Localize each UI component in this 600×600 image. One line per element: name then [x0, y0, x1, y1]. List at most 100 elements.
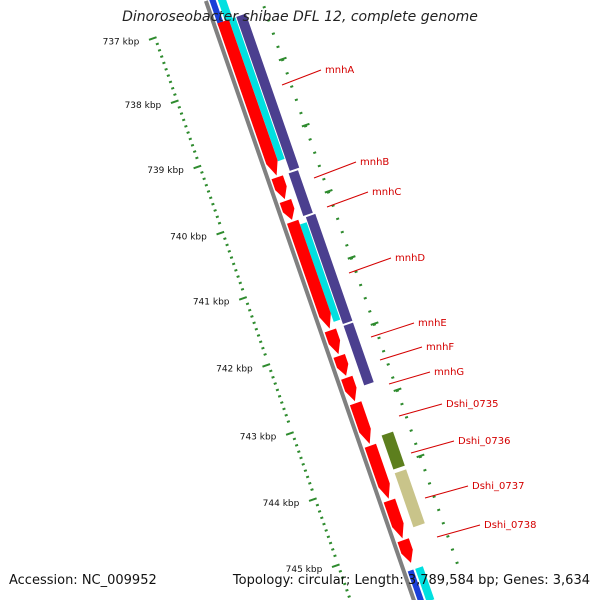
ruler-minor-tick	[200, 171, 204, 174]
scale-dot	[368, 310, 372, 313]
ruler-minor-tick	[245, 302, 250, 306]
strand-blue-top	[209, 0, 225, 27]
scale-dot	[312, 151, 317, 155]
gene-label-mnhF: mnhF	[426, 342, 454, 353]
ruler-major-tick	[262, 363, 271, 368]
scale-dot	[271, 32, 276, 36]
scale-dot	[285, 71, 289, 75]
ruler-label: 743 kbp	[240, 433, 277, 443]
ruler-minor-tick	[342, 582, 347, 586]
ruler-minor-tick	[225, 243, 229, 247]
scale-dot	[377, 336, 381, 340]
cog-track-cyan-2	[299, 222, 341, 322]
cds-arrow-Dshi_0736	[364, 443, 390, 499]
ruler-minor-tick	[292, 437, 297, 441]
scale-dot	[308, 138, 312, 141]
ruler-minor-tick	[211, 202, 215, 206]
ruler-major-tick	[238, 296, 248, 301]
cds-arrow-mnhC	[279, 199, 295, 220]
ruler-minor-tick	[252, 321, 256, 325]
ruler-minor-tick	[213, 209, 217, 212]
scale-dot	[322, 177, 326, 181]
ruler-minor-tick	[333, 554, 337, 558]
ruler-minor-tick	[271, 375, 275, 379]
ruler-minor-tick	[181, 118, 186, 122]
scale-major-tick	[416, 453, 425, 459]
strand-blue-bottom	[407, 569, 424, 600]
ruler-minor-tick	[320, 516, 324, 520]
scale-major-tick	[301, 122, 310, 128]
ruler-minor-tick	[202, 177, 206, 181]
ruler-major-tick	[148, 36, 157, 41]
scale-major-tick	[393, 387, 402, 392]
strand-cyan-top	[217, 0, 234, 24]
scale-major-tick	[278, 56, 287, 62]
label-layer: mnhA mnhB mnhC mnhD mnhE mnhF mnhG Dshi_0735 Dsh…	[281, 65, 536, 538]
ruler-label: 745 kbp	[286, 565, 323, 575]
scale-dot	[317, 164, 322, 168]
ruler-minor-tick	[280, 401, 284, 405]
cds-arrow-mnhA	[217, 19, 278, 176]
gene-label-mnhE: mnhE	[418, 318, 447, 329]
ruler-minor-tick	[236, 275, 240, 279]
ruler-minor-tick	[177, 105, 182, 109]
ruler-minor-tick	[322, 522, 326, 526]
ruler-minor-tick	[310, 488, 314, 492]
ruler-minor-tick	[162, 61, 166, 65]
leader-line	[326, 191, 369, 208]
ruler-label: 740 kbp	[170, 232, 207, 242]
ruler-major-tick	[285, 431, 294, 436]
scale-dot	[276, 45, 280, 49]
ruler-label: 741 kbp	[193, 298, 230, 308]
gene-layer	[217, 19, 413, 563]
ruler-label: 738 kbp	[125, 101, 162, 111]
leader-line	[388, 371, 431, 385]
scale-dot	[446, 534, 450, 538]
ruler-minor-tick	[254, 327, 259, 331]
ruler-minor-tick	[195, 156, 199, 160]
ruler-major-tick	[216, 230, 225, 236]
scale-dot	[400, 402, 404, 406]
scale-dot	[335, 217, 340, 221]
cds-arrow-Dshi_0735	[349, 401, 371, 444]
ruler-minor-tick	[173, 93, 177, 97]
cds-arrow-mnhB	[271, 175, 287, 200]
ruler-minor-tick	[305, 475, 310, 479]
scale-dot	[391, 376, 395, 380]
ruler-label: 742 kbp	[216, 365, 253, 375]
ruler-minor-tick	[347, 595, 351, 599]
ruler-minor-tick	[206, 190, 211, 193]
scale-dot	[349, 257, 354, 260]
strand-cyan-bottom	[415, 566, 435, 600]
scale-dot	[409, 429, 413, 432]
gene-label-mnhB: mnhB	[360, 157, 389, 168]
ruler-minor-tick	[258, 340, 263, 344]
scale-dot	[386, 362, 390, 366]
ruler-minor-tick	[328, 541, 333, 545]
ruler-minor-tick	[256, 334, 261, 337]
gene-label-Dshi_0738: Dshi_0738	[484, 520, 536, 531]
scale-major-tick	[370, 321, 379, 326]
gene-label-mnhA: mnhA	[325, 65, 354, 76]
genome-summary: Topology: circular; Length: 3,789,584 bp…	[232, 573, 590, 588]
accession-text: Accession: NC_009952	[9, 573, 157, 588]
scale-dot	[290, 85, 294, 88]
ruler-minor-tick	[315, 503, 320, 507]
ruler-label: 744 kbp	[263, 499, 300, 509]
ruler-minor-tick	[227, 249, 232, 253]
scale-dot	[432, 495, 436, 499]
cog-track-Dshi_0736	[381, 431, 405, 470]
ruler-major-tick	[308, 497, 317, 502]
scale-dot	[455, 561, 459, 565]
cog-track-mnhE-G	[343, 322, 374, 386]
ruler-minor-tick	[238, 281, 243, 285]
ruler-minor-tick	[277, 394, 282, 398]
cog-track-mnhD	[305, 213, 353, 324]
leader-line	[410, 440, 455, 454]
ruler-minor-tick	[240, 287, 245, 291]
ruler-minor-tick	[229, 256, 234, 260]
leader-line	[436, 524, 481, 538]
scale-dot	[345, 243, 349, 247]
scale-dot	[418, 455, 423, 459]
